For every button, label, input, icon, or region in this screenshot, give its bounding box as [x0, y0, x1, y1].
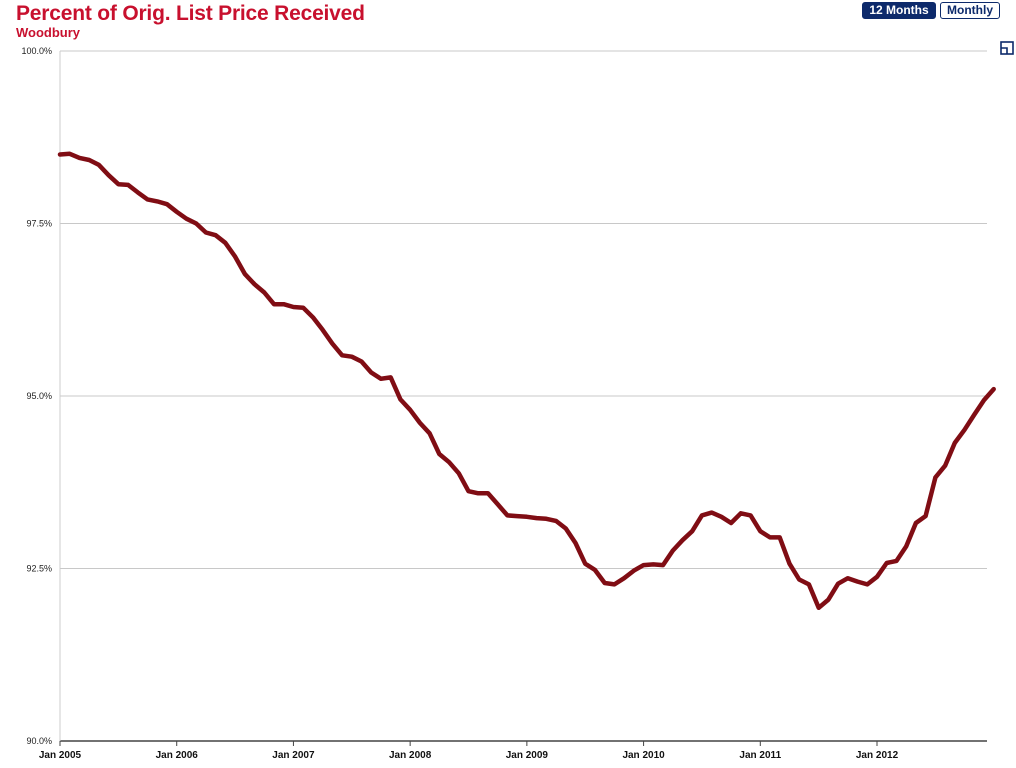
x-axis: [59, 51, 987, 746]
chart-title: Percent of Orig. List Price Received: [16, 2, 365, 25]
series-layer: [57, 151, 996, 611]
x-tick-label: Jan 2010: [622, 750, 665, 761]
y-tick-label: 100.0%: [21, 46, 52, 56]
chart-subtitle: Woodbury: [16, 25, 81, 40]
y-tick-label: 92.5%: [26, 564, 52, 574]
y-tick-label: 90.0%: [26, 736, 52, 746]
expand-icon[interactable]: [1000, 41, 1014, 55]
x-tick-label: Jan 2009: [506, 750, 549, 761]
toggle-monthly-button[interactable]: Monthly: [940, 2, 1000, 19]
x-tick-label: Jan 2012: [856, 750, 899, 761]
series-line: [57, 151, 996, 611]
grid-lines: [60, 50, 987, 569]
x-tick-label: Jan 2005: [39, 750, 82, 761]
x-tick-label: Jan 2011: [739, 750, 781, 761]
x-tick-label: Jan 2006: [156, 750, 199, 761]
x-axis-labels: Jan 2005 Jan 2006 Jan 2007 Jan 2008 Jan 2009…: [39, 750, 899, 761]
toggle-12-months-button[interactable]: 12 Months: [862, 2, 936, 19]
x-tick-label: Jan 2007: [272, 750, 315, 761]
y-axis-labels: 100.0% 97.5% 95.0% 92.5% 90.0%: [21, 46, 52, 746]
y-tick-label: 97.5%: [26, 219, 52, 229]
y-tick-label: 95.0%: [26, 391, 52, 401]
x-tick-label: Jan 2008: [389, 750, 432, 761]
